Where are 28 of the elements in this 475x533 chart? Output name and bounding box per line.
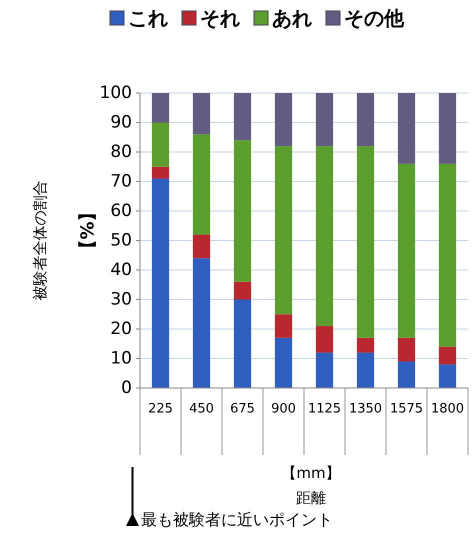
y-tick-label: 30 xyxy=(110,290,132,310)
y-tick-label: 70 xyxy=(110,172,132,192)
x-tick-label: 1575 xyxy=(390,402,424,416)
legend-label: これ xyxy=(128,6,168,30)
x-tick-label: 675 xyxy=(230,402,255,416)
x-tick-label: 1125 xyxy=(308,402,342,416)
x-axis-title: 距離 xyxy=(296,489,326,507)
y-tick-label: 80 xyxy=(110,142,132,162)
text: 【mm】 xyxy=(281,464,341,482)
legend-label: その他 xyxy=(344,6,405,30)
y2-axis-title: 【%】 xyxy=(78,203,98,258)
y-tick-label: 10 xyxy=(110,348,132,368)
y-tick-label: 40 xyxy=(110,260,132,280)
legend-label: あれ xyxy=(272,6,312,30)
y-tick-label: 0 xyxy=(121,378,132,398)
y-axis-title: 被験者全体の割合 xyxy=(31,180,49,300)
x-tick-label: 1800 xyxy=(430,402,464,416)
text: 最も被験者に近いポイント xyxy=(141,510,333,529)
y-tick-label: 60 xyxy=(110,201,132,221)
x-tick-label: 1350 xyxy=(348,402,382,416)
x-tick-label: 900 xyxy=(271,402,296,416)
x-tick-label: 450 xyxy=(189,402,214,416)
y-tick-label: 20 xyxy=(110,319,132,339)
legend-label: それ xyxy=(200,6,240,30)
y-tick-label: 100 xyxy=(100,83,132,103)
x-tick-label: 225 xyxy=(148,402,173,416)
y-tick-label: 90 xyxy=(110,112,132,132)
y-tick-label: 50 xyxy=(110,230,132,250)
